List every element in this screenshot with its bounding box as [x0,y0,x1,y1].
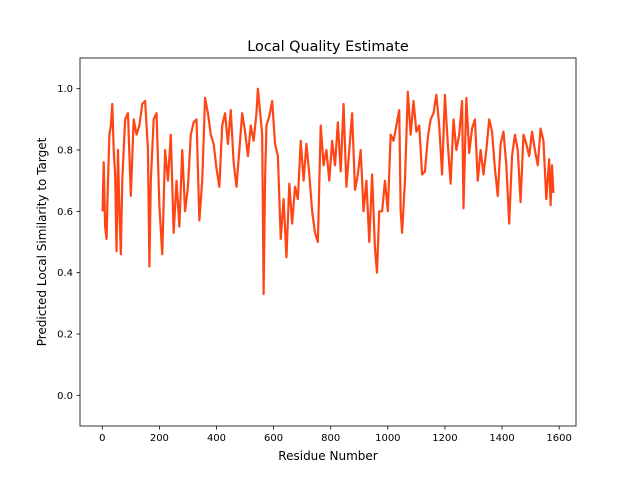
x-tick-label: 400 [207,433,226,444]
y-axis: 0.0 0.2 0.4 0.6 0.8 1.0 [57,84,80,402]
x-axis-label: Residue Number [278,449,377,463]
x-tick-label: 800 [321,433,340,444]
y-tick-label: 0.4 [57,268,73,279]
y-tick-label: 0.8 [57,146,73,157]
x-axis: 0 200 400 600 800 1000 1200 1400 1600 [99,426,572,444]
x-tick-label: 600 [264,433,283,444]
y-tick-label: 0.2 [57,330,73,341]
x-tick-label: 1400 [489,433,514,444]
chart-title: Local Quality Estimate [247,39,409,55]
x-tick-label: 1200 [432,433,457,444]
series-line-0 [101,87,555,296]
x-tick-label: 200 [150,433,169,444]
series-layer [101,87,555,296]
y-tick-label: 1.0 [57,84,73,95]
x-tick-label: 1600 [546,433,571,444]
y-tick-label: 0.6 [57,207,73,218]
x-tick-label: 1000 [375,433,400,444]
y-tick-label: 0.0 [57,391,73,402]
x-tick-label: 0 [99,433,105,444]
plot-frame [79,57,577,427]
y-axis-label: Predicted Local Similarity to Target [35,137,49,346]
